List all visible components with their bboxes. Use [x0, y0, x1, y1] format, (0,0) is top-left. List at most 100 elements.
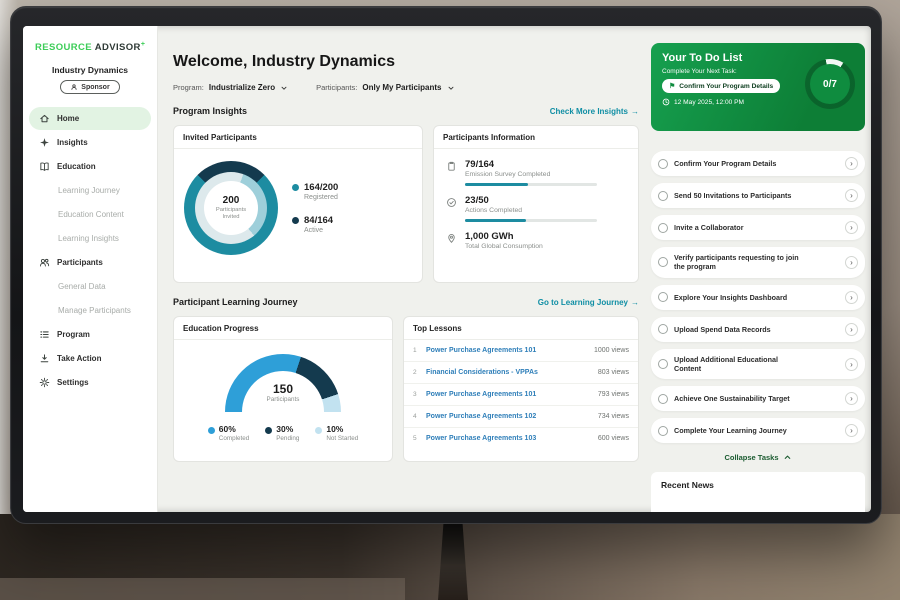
- chevron-down-icon: [280, 84, 288, 92]
- sidebar-item-label: Home: [57, 114, 80, 124]
- invited-center-value: 200: [222, 195, 240, 207]
- sidebar-item-education[interactable]: Education: [29, 155, 151, 178]
- chevron-right-icon[interactable]: ›: [845, 189, 858, 202]
- lesson-rank: 4: [413, 413, 417, 420]
- lesson-link[interactable]: Financial Considerations - VPPAs: [426, 369, 538, 376]
- sidebar-item-general-data[interactable]: General Data: [29, 275, 151, 298]
- chevron-right-icon[interactable]: ›: [845, 392, 858, 406]
- program-filter-dropdown[interactable]: Program: Industrialize Zero: [173, 83, 288, 92]
- lesson-link[interactable]: Power Purchase Agreements 103: [426, 435, 537, 442]
- emission-survey-progress-fill: [465, 183, 529, 186]
- todo-summary-card: Your To Do List Complete Your Next Task:…: [651, 43, 865, 131]
- chevron-right-icon[interactable]: ›: [845, 255, 858, 269]
- go-to-learning-journey-link[interactable]: Go to Learning Journey →: [538, 298, 639, 307]
- program-filter-label: Program:: [173, 83, 204, 92]
- task-row-send-invitations[interactable]: Send 50 Invitations to Participants ›: [651, 183, 865, 208]
- task-row-upload-educational-content[interactable]: Upload Additional Educational Content ›: [651, 348, 865, 380]
- sidebar-item-learning-journey[interactable]: Learning Journey: [29, 179, 151, 202]
- clock-icon: [662, 98, 670, 106]
- task-label: Explore Your Insights Dashboard: [674, 292, 788, 302]
- todo-progress-value: 0/7: [810, 64, 850, 104]
- sidebar-item-label: Settings: [57, 378, 89, 388]
- chevron-right-icon[interactable]: ›: [845, 357, 858, 371]
- arrow-right-icon: →: [631, 106, 639, 116]
- task-row-confirm-program[interactable]: Confirm Your Program Details ›: [651, 151, 865, 176]
- brand-name-secondary: ADVISOR: [94, 42, 141, 54]
- task-row-verify-participants[interactable]: Verify participants requesting to join t…: [651, 247, 865, 278]
- task-row-complete-learning-journey[interactable]: Complete Your Learning Journey ›: [651, 418, 865, 444]
- collapse-tasks-label: Collapse Tasks: [724, 453, 779, 463]
- gauge-center-label: Participants: [266, 396, 300, 403]
- invited-donut-center: 200 Participants Invited: [204, 181, 258, 235]
- legend-item-registered: 164/200 Registered: [292, 182, 338, 201]
- collapse-tasks-link[interactable]: Collapse Tasks: [651, 453, 865, 462]
- lesson-link[interactable]: Power Purchase Agreements 102: [426, 413, 537, 420]
- stat-actions-completed: 23/50 Actions Completed: [446, 195, 626, 222]
- task-checkbox[interactable]: [658, 359, 668, 370]
- brand-name-primary: RESOURCE: [35, 42, 93, 54]
- chevron-right-icon[interactable]: ›: [845, 290, 858, 304]
- sidebar-item-home[interactable]: Home: [29, 107, 151, 131]
- task-row-achieve-target[interactable]: Achieve One Sustainability Target ›: [651, 386, 865, 412]
- task-row-invite-collaborator[interactable]: Invite a Collaborator ›: [651, 215, 865, 240]
- task-checkbox[interactable]: [658, 158, 668, 169]
- chevron-right-icon[interactable]: ›: [845, 157, 858, 170]
- lesson-link[interactable]: Power Purchase Agreements 101: [426, 391, 537, 398]
- lesson-rank: 5: [413, 435, 417, 442]
- task-label: Send 50 Invitations to Participants: [674, 190, 792, 200]
- pinfo-card-body: 79/164 Emission Survey Completed 23/50 A…: [434, 149, 638, 269]
- active-value: 84/164: [304, 215, 334, 226]
- task-checkbox[interactable]: [658, 324, 668, 335]
- not-started-pct: 10%: [326, 424, 344, 434]
- legend-item-active: 84/164 Active: [292, 215, 338, 234]
- participants-filter-dropdown[interactable]: Participants: Only My Participants: [316, 83, 454, 92]
- lesson-row: 5 Power Purchase Agreements 103 600 view…: [404, 428, 638, 449]
- monitor-stand: [438, 524, 468, 600]
- sidebar-item-settings[interactable]: Settings: [29, 371, 151, 394]
- check-more-insights-link[interactable]: Check More Insights →: [550, 107, 639, 116]
- navy-dot-icon: [265, 426, 273, 434]
- insights-cards-row: Invited Participants 200 Participants In…: [173, 125, 639, 283]
- sponsor-badge[interactable]: Sponsor: [60, 80, 120, 95]
- chevron-right-icon[interactable]: ›: [845, 424, 858, 438]
- task-label: Achieve One Sustainability Target: [674, 394, 790, 404]
- task-checkbox[interactable]: [658, 393, 668, 404]
- chevron-right-icon[interactable]: ›: [845, 221, 858, 234]
- task-checkbox[interactable]: [658, 425, 668, 436]
- task-checkbox[interactable]: [658, 222, 668, 233]
- sidebar-item-label: Learning Journey: [58, 186, 120, 196]
- active-label: Active: [304, 227, 324, 234]
- lesson-link[interactable]: Power Purchase Agreements 101: [426, 347, 537, 354]
- task-row-explore-insights[interactable]: Explore Your Insights Dashboard ›: [651, 284, 865, 310]
- task-checkbox[interactable]: [658, 292, 668, 303]
- learning-journey-title: Participant Learning Journey: [173, 297, 298, 307]
- task-row-upload-spend-data[interactable]: Upload Spend Data Records ›: [651, 316, 865, 342]
- sidebar-item-insights[interactable]: Insights: [29, 131, 151, 154]
- education-card-title: Education Progress: [174, 317, 392, 340]
- pin-icon: [446, 233, 457, 244]
- registered-value: 164/200: [304, 182, 339, 193]
- next-task-pill[interactable]: ⚑ Confirm Your Program Details: [662, 79, 781, 93]
- completed-label: Completed: [218, 435, 250, 442]
- lesson-rank: 1: [413, 347, 417, 354]
- sidebar-item-participants[interactable]: Participants: [29, 251, 151, 274]
- task-checkbox[interactable]: [658, 190, 668, 201]
- task-checkbox[interactable]: [658, 257, 668, 268]
- learning-journey-header: Participant Learning Journey Go to Learn…: [173, 297, 639, 307]
- todo-title: Your To Do List: [662, 52, 743, 64]
- download-icon: [39, 353, 50, 364]
- sidebar-item-education-content[interactable]: Education Content: [29, 203, 151, 226]
- lesson-row: 4 Power Purchase Agreements 102 734 view…: [404, 406, 638, 428]
- people-icon: [39, 257, 50, 268]
- sidebar-item-label: Participants: [57, 258, 103, 268]
- invited-legend: 164/200 Registered 84/164 Active: [292, 182, 338, 234]
- person-icon: [70, 83, 78, 91]
- sidebar-item-program[interactable]: Program: [29, 323, 151, 346]
- sidebar-item-learning-insights[interactable]: Learning Insights: [29, 227, 151, 250]
- education-gauge-chart: 150 Participants: [225, 354, 341, 412]
- emission-survey-value: 79/164: [465, 159, 495, 170]
- chevron-right-icon[interactable]: ›: [845, 322, 858, 336]
- sidebar-item-take-action[interactable]: Take Action: [29, 347, 151, 370]
- sidebar-item-manage-participants[interactable]: Manage Participants: [29, 299, 151, 322]
- gauge-arc-clip: [225, 354, 341, 412]
